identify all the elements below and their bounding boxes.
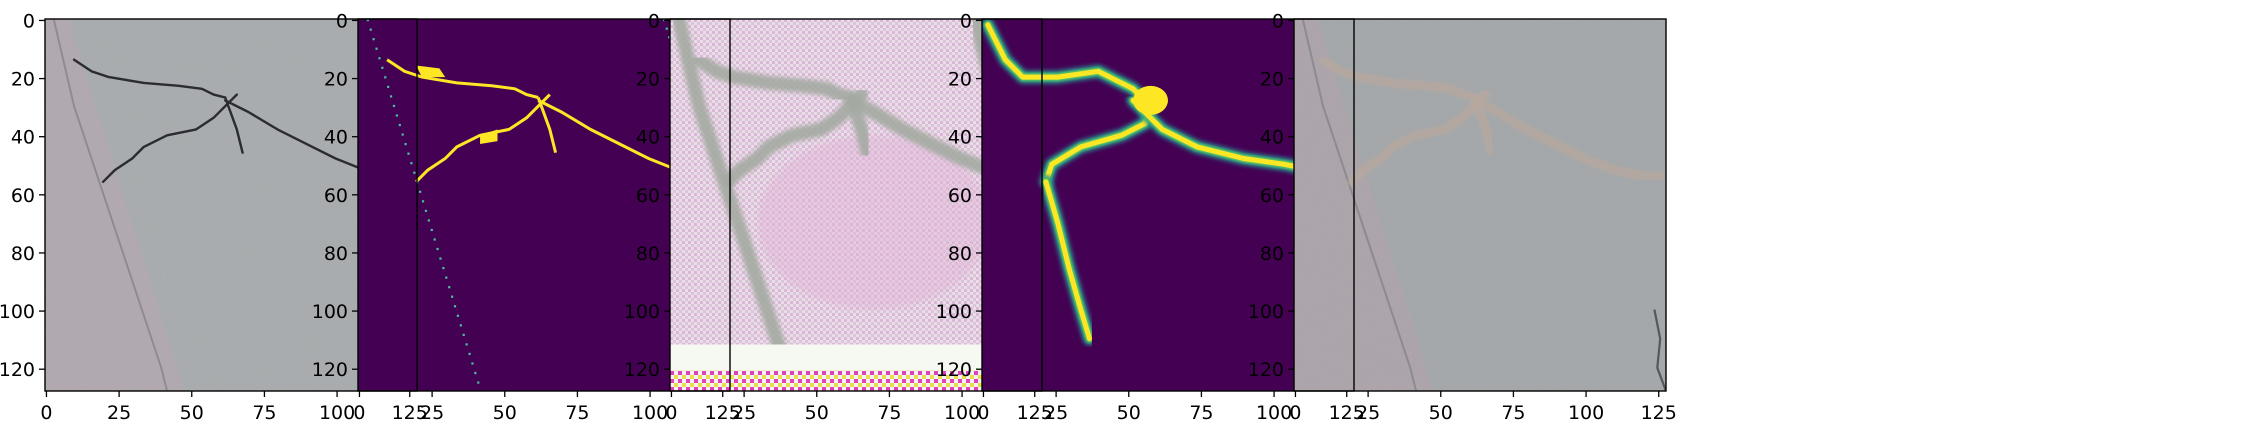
x-tick-label: 0 [977, 402, 989, 424]
x-tick-label: 125 [1017, 402, 1053, 424]
y-tick-label: 120 [312, 359, 348, 381]
x-tick-label: 75 [252, 402, 276, 424]
panel-3-reconstruction [670, 19, 1042, 391]
panel-5-overlay-image [1294, 19, 1666, 391]
y-tick-label: 120 [0, 359, 35, 381]
x-tick-label: 50 [1117, 402, 1141, 424]
y-tick-label: 40 [11, 127, 35, 149]
x-tick-label: 0 [665, 402, 677, 424]
axis-frame [44, 18, 418, 392]
panels-layer [45, 19, 1666, 391]
x-tick-label: 75 [565, 402, 589, 424]
y-tick-label: 120 [1248, 359, 1284, 381]
x-tick-label: 25 [732, 402, 756, 424]
panel-4-prediction-axes: 0 25 50 75 100 125 0 20 40 60 80 100 120 [936, 10, 1365, 424]
y-tick-label: 80 [636, 243, 660, 265]
y-tick-label: 100 [1248, 301, 1284, 323]
y-tick-label: 40 [636, 127, 660, 149]
x-tick-label: 100 [1568, 402, 1604, 424]
x-tick-label: 0 [353, 402, 365, 424]
x-tick-label: 100 [632, 402, 668, 424]
y-tick-label: 40 [1260, 127, 1284, 149]
x-tick-label: 25 [1044, 402, 1068, 424]
y-tick-label: 0 [960, 10, 972, 32]
y-tick-label: 20 [1260, 69, 1284, 91]
x-tick-label: 25 [107, 402, 131, 424]
x-tick-label: 75 [1189, 402, 1213, 424]
y-tick-label: 0 [648, 10, 660, 32]
x-tick-label: 125 [392, 402, 428, 424]
x-tick-label: 50 [493, 402, 517, 424]
y-tick-label: 100 [936, 301, 972, 323]
x-tick-label: 125 [1641, 402, 1677, 424]
x-tick-label: 0 [40, 402, 52, 424]
y-tick-label: 40 [948, 127, 972, 149]
panel-5-overlay [1294, 19, 1666, 391]
x-tick-label: 125 [1329, 402, 1365, 424]
y-tick-label: 0 [336, 10, 348, 32]
y-tick-label: 20 [11, 69, 35, 91]
axis-frame [357, 18, 731, 392]
y-tick-label: 60 [636, 185, 660, 207]
panel-5-overlay-axes: 0 25 50 75 100 125 0 20 40 60 80 100 120 [1248, 10, 1677, 424]
y-tick-label: 0 [23, 10, 35, 32]
y-tick-label: 80 [948, 243, 972, 265]
y-tick-label: 100 [0, 301, 35, 323]
y-tick-label: 20 [324, 69, 348, 91]
y-tick-label: 80 [1260, 243, 1284, 265]
axis-frame [1293, 18, 1667, 392]
panel-2-ground-truth-axes: 0 25 50 75 100 125 0 20 40 60 80 100 120 [312, 10, 741, 424]
y-tick-label: 80 [11, 243, 35, 265]
x-tick-label: 50 [805, 402, 829, 424]
x-tick-label: 25 [1356, 402, 1380, 424]
x-tick-label: 50 [180, 402, 204, 424]
y-tick-label: 60 [11, 185, 35, 207]
y-tick-label: 120 [936, 359, 972, 381]
y-tick-label: 80 [324, 243, 348, 265]
panel-1-input-photo-image [45, 19, 417, 391]
y-tick-label: 20 [948, 69, 972, 91]
x-tick-label: 100 [944, 402, 980, 424]
x-tick-label: 75 [1501, 402, 1525, 424]
y-tick-label: 100 [624, 301, 660, 323]
y-tick-label: 20 [636, 69, 660, 91]
y-tick-label: 60 [1260, 185, 1284, 207]
y-tick-label: 60 [324, 185, 348, 207]
axis-frame [669, 18, 1043, 392]
x-tick-label: 50 [1429, 402, 1453, 424]
y-tick-label: 0 [1272, 10, 1284, 32]
panel-3-reconstruction-axes: 0 25 50 75 100 125 0 20 40 60 80 100 120 [624, 10, 1053, 424]
x-tick-label: 75 [877, 402, 901, 424]
panel-3-reconstruction-image [670, 19, 1042, 391]
x-tick-label: 125 [705, 402, 741, 424]
panel-1-input-photo [45, 19, 417, 391]
panel-1-input-photo-axes: 0 25 50 75 100 125 0 20 40 60 80 100 120 [0, 10, 428, 424]
x-tick-label: 100 [319, 402, 355, 424]
y-tick-label: 120 [624, 359, 660, 381]
x-tick-label: 0 [1289, 402, 1301, 424]
axis-frame [981, 18, 1355, 392]
y-tick-label: 100 [312, 301, 348, 323]
x-tick-label: 100 [1256, 402, 1292, 424]
x-tick-label: 25 [420, 402, 444, 424]
y-tick-label: 40 [324, 127, 348, 149]
y-tick-label: 60 [948, 185, 972, 207]
